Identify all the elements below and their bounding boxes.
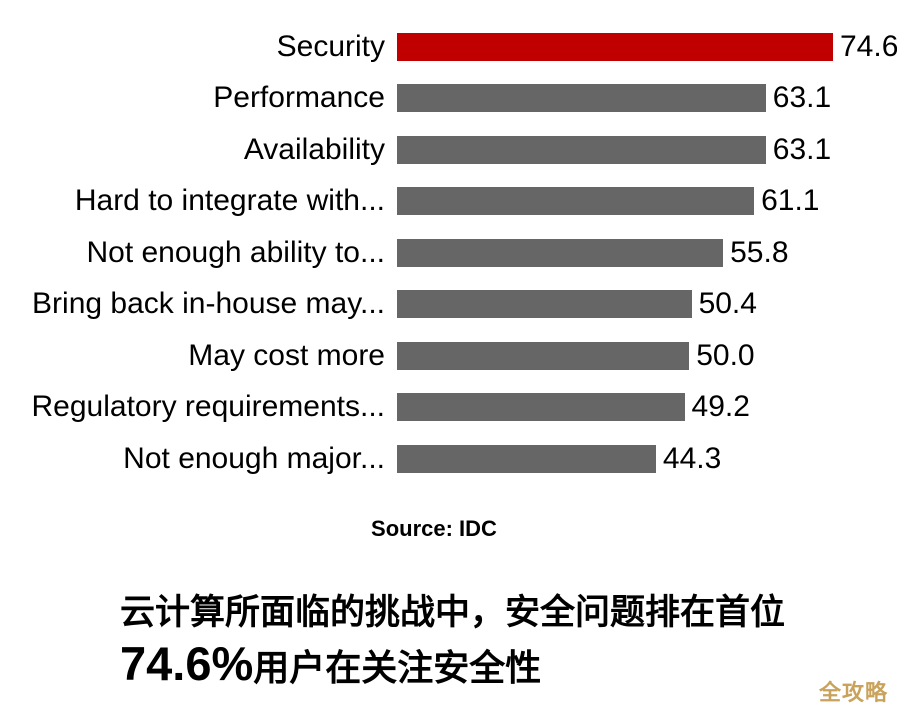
caption: 云计算所面临的挑战中，安全问题排在首位 74.6%用户在关注安全性: [120, 592, 785, 687]
category-label: May cost more: [188, 338, 385, 372]
chart-row: Bring back in-house may... 50.4: [0, 279, 897, 331]
category-label: Not enough major...: [123, 441, 385, 475]
category-label: Bring back in-house may...: [32, 287, 385, 321]
value-label: 55.8: [730, 235, 789, 269]
caption-line-1: 云计算所面临的挑战中，安全问题排在首位: [120, 593, 786, 632]
caption-percentage: 74.6%: [120, 637, 254, 690]
value-label: 49.2: [691, 390, 750, 424]
category-label: Not enough ability to...: [86, 235, 385, 269]
bar-highlighted: [397, 32, 833, 61]
caption-line-2-text: 用户在关注安全性: [253, 647, 542, 688]
chart-row: Not enough ability to... 55.8: [0, 227, 897, 279]
value-label: 74.6: [840, 29, 897, 63]
value-label: 61.1: [761, 184, 820, 218]
value-label: 63.1: [772, 81, 832, 115]
chart-row: Security 74.6: [0, 21, 897, 73]
bar: [397, 444, 656, 473]
category-label: Availability: [243, 132, 385, 166]
chart-row: Not enough major... 44.3: [0, 433, 897, 485]
chart-row: Hard to integrate with... 61.1: [0, 176, 897, 228]
category-label: Security: [276, 29, 385, 63]
bar: [397, 135, 766, 164]
chart-source: Source: IDC: [371, 516, 497, 541]
bar: [397, 84, 766, 113]
value-label: 63.1: [772, 132, 832, 166]
chart-row: Regulatory requirements... 49.2: [0, 382, 897, 434]
chart-row: Performance 63.1: [0, 73, 897, 125]
bar-chart: Security 74.6 Performance 63.1 Availability 6…: [0, 21, 897, 485]
category-label: Performance: [213, 81, 385, 115]
bar: [397, 393, 685, 422]
value-label: 44.3: [662, 441, 722, 475]
value-label: 50.0: [696, 338, 755, 372]
chart-row: Availability 63.1: [0, 124, 897, 176]
caption-line-2: 74.6%用户在关注安全性: [120, 640, 785, 687]
bar: [397, 187, 755, 216]
bar: [397, 238, 724, 267]
value-label: 50.4: [698, 287, 757, 321]
chart-row: May cost more 50.0: [0, 330, 897, 382]
bar: [397, 341, 690, 370]
bar: [397, 290, 692, 319]
category-label: Hard to integrate with...: [74, 184, 385, 218]
watermark: 全攻略: [818, 680, 888, 705]
category-label: Regulatory requirements...: [31, 390, 386, 424]
